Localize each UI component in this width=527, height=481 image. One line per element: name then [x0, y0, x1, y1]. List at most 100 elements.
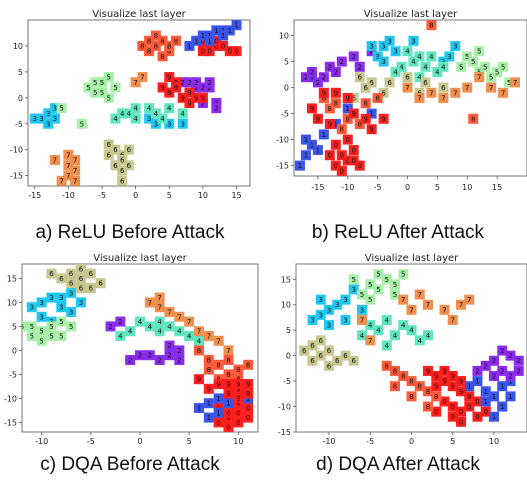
data-point-class-0: 0 [233, 407, 244, 418]
data-point-class-9: 9 [348, 108, 359, 119]
data-point-class-5: 5 [90, 87, 101, 98]
data-point-class-3: 3 [43, 108, 54, 119]
point-label: 4 [147, 105, 152, 113]
point-marker [197, 98, 208, 108]
point-marker [194, 326, 204, 337]
caption-c: c) DQA Before Attack [40, 454, 220, 475]
point-marker [306, 72, 317, 83]
point-label: 3 [32, 115, 36, 123]
point-label: 8 [207, 366, 211, 374]
point-label: 7 [66, 172, 70, 180]
point-label: 9 [226, 390, 230, 398]
point-label: 9 [442, 378, 446, 386]
point-marker [324, 119, 335, 129]
point-marker [505, 376, 516, 387]
data-point-class-7: 7 [462, 82, 473, 93]
point-label: 4 [177, 328, 182, 336]
point-label: 6 [69, 270, 74, 278]
point-label: 5 [471, 58, 475, 66]
point-marker [85, 283, 96, 293]
y-tick-label: -10 [10, 146, 23, 155]
point-label: 7 [429, 89, 433, 97]
data-point-class-6: 6 [324, 360, 334, 371]
data-point-class-9: 9 [431, 371, 442, 381]
point-label: 2 [207, 84, 211, 92]
point-marker [164, 40, 175, 51]
point-marker [223, 407, 234, 418]
point-label: 2 [492, 357, 496, 365]
x-tick-label: -5 [87, 437, 95, 446]
data-point-class-7: 7 [474, 72, 485, 83]
point-label: 7 [467, 296, 471, 304]
point-marker [233, 364, 244, 375]
point-marker [110, 82, 121, 93]
point-label: 2 [214, 105, 218, 113]
point-marker [56, 273, 67, 284]
point-marker [213, 393, 224, 404]
plot-title: Visualize last layer [364, 9, 458, 20]
data-point-class-8: 8 [390, 381, 400, 392]
data-point-class-7: 7 [203, 331, 214, 341]
point-label: 4 [197, 337, 202, 345]
point-label: 2 [177, 357, 181, 365]
point-label: 1 [484, 388, 488, 396]
point-label: 5 [113, 84, 117, 92]
data-point-class-7: 7 [137, 72, 148, 83]
point-label: 8 [174, 37, 178, 45]
point-label: 8 [147, 48, 151, 56]
x-tick-label: -10 [322, 437, 335, 446]
point-marker [342, 134, 353, 145]
point-marker [456, 299, 466, 310]
point-marker [381, 360, 392, 371]
data-point-class-5: 5 [381, 274, 392, 285]
point-marker [157, 113, 168, 124]
point-marker [213, 407, 224, 418]
point-marker [498, 61, 509, 72]
point-marker [384, 77, 395, 88]
point-label: 0 [451, 403, 455, 411]
data-point-class-9: 9 [223, 379, 234, 389]
point-label: 5 [477, 48, 481, 56]
data-point-class-1: 1 [224, 25, 235, 36]
data-point-class-0: 0 [464, 401, 475, 412]
point-label: 5 [30, 323, 34, 331]
point-marker [348, 145, 359, 155]
y-tick-label: -15 [10, 172, 23, 181]
data-point-class-3: 3 [144, 113, 155, 124]
data-point-class-2: 2 [144, 350, 155, 361]
point-label: 2 [484, 362, 488, 370]
point-label: 3 [393, 48, 397, 56]
point-marker [472, 376, 483, 387]
data-point-class-7: 7 [486, 82, 497, 93]
point-marker [157, 82, 168, 93]
point-marker [66, 287, 77, 298]
data-point-class-3: 3 [66, 307, 77, 317]
data-point-class-2: 2 [197, 82, 208, 93]
x-tick-label: -10 [341, 183, 354, 192]
point-label: 4 [157, 318, 162, 326]
data-point-class-8: 8 [414, 381, 425, 392]
data-point-class-5: 5 [373, 269, 384, 280]
point-label: 4 [133, 115, 138, 123]
point-marker [110, 160, 121, 171]
point-marker [66, 278, 77, 289]
point-marker [365, 279, 376, 290]
point-marker [224, 46, 235, 57]
point-marker [191, 77, 202, 88]
data-point-class-5: 5 [357, 289, 367, 300]
x-tick-label: 10 [198, 191, 208, 200]
data-point-class-1: 1 [213, 393, 224, 404]
data-point-class-9: 9 [213, 379, 224, 389]
data-point-class-8: 8 [243, 359, 254, 370]
point-marker [468, 113, 479, 124]
data-point-class-4: 4 [110, 113, 121, 124]
point-marker [218, 25, 229, 36]
point-label: 5 [483, 63, 487, 71]
point-label: 1 [334, 121, 338, 129]
point-marker [154, 326, 165, 337]
data-point-class-0: 0 [480, 406, 491, 417]
point-marker [144, 297, 155, 308]
data-point-class-4: 4 [414, 51, 425, 62]
point-label: 1 [508, 393, 512, 401]
data-point-class-7: 7 [406, 304, 417, 315]
